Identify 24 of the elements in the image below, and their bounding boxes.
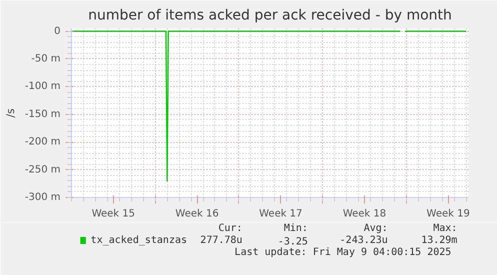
x-tick-label: Week 18 <box>342 208 386 220</box>
y-tick-label: -150 m <box>24 108 61 120</box>
y-tick-label: -250 m <box>24 164 61 176</box>
y-tick-label: 0 <box>54 26 61 37</box>
y-tick-label: -100 m <box>24 81 61 92</box>
text: Avg: <box>364 223 388 234</box>
text: Min: <box>284 223 308 234</box>
text: 277.78u <box>200 235 242 246</box>
text: -243.23u <box>340 235 388 246</box>
text: Last update: Fri May 9 04:00:15 2025 <box>234 247 452 258</box>
legend-label: tx_acked_stanzas <box>90 235 187 246</box>
y-tick-label: -50 m <box>31 53 61 64</box>
x-tick-label: Week 19 <box>426 208 470 220</box>
y-tick-label: -200 m <box>24 136 61 148</box>
text: 13.29m <box>421 235 458 246</box>
text: Max: <box>433 223 458 234</box>
x-tick-label: Week 16 <box>175 208 219 220</box>
chart-title: number of items acked per ack received - by month <box>88 8 452 24</box>
y-tick-label: -300 m <box>24 192 61 203</box>
y-axis-title: /s <box>4 108 17 118</box>
x-tick-label: Week 15 <box>92 208 136 220</box>
text: -3.25 <box>278 236 308 248</box>
x-tick-label: Week 17 <box>259 208 302 220</box>
text: Cur: <box>218 223 242 234</box>
